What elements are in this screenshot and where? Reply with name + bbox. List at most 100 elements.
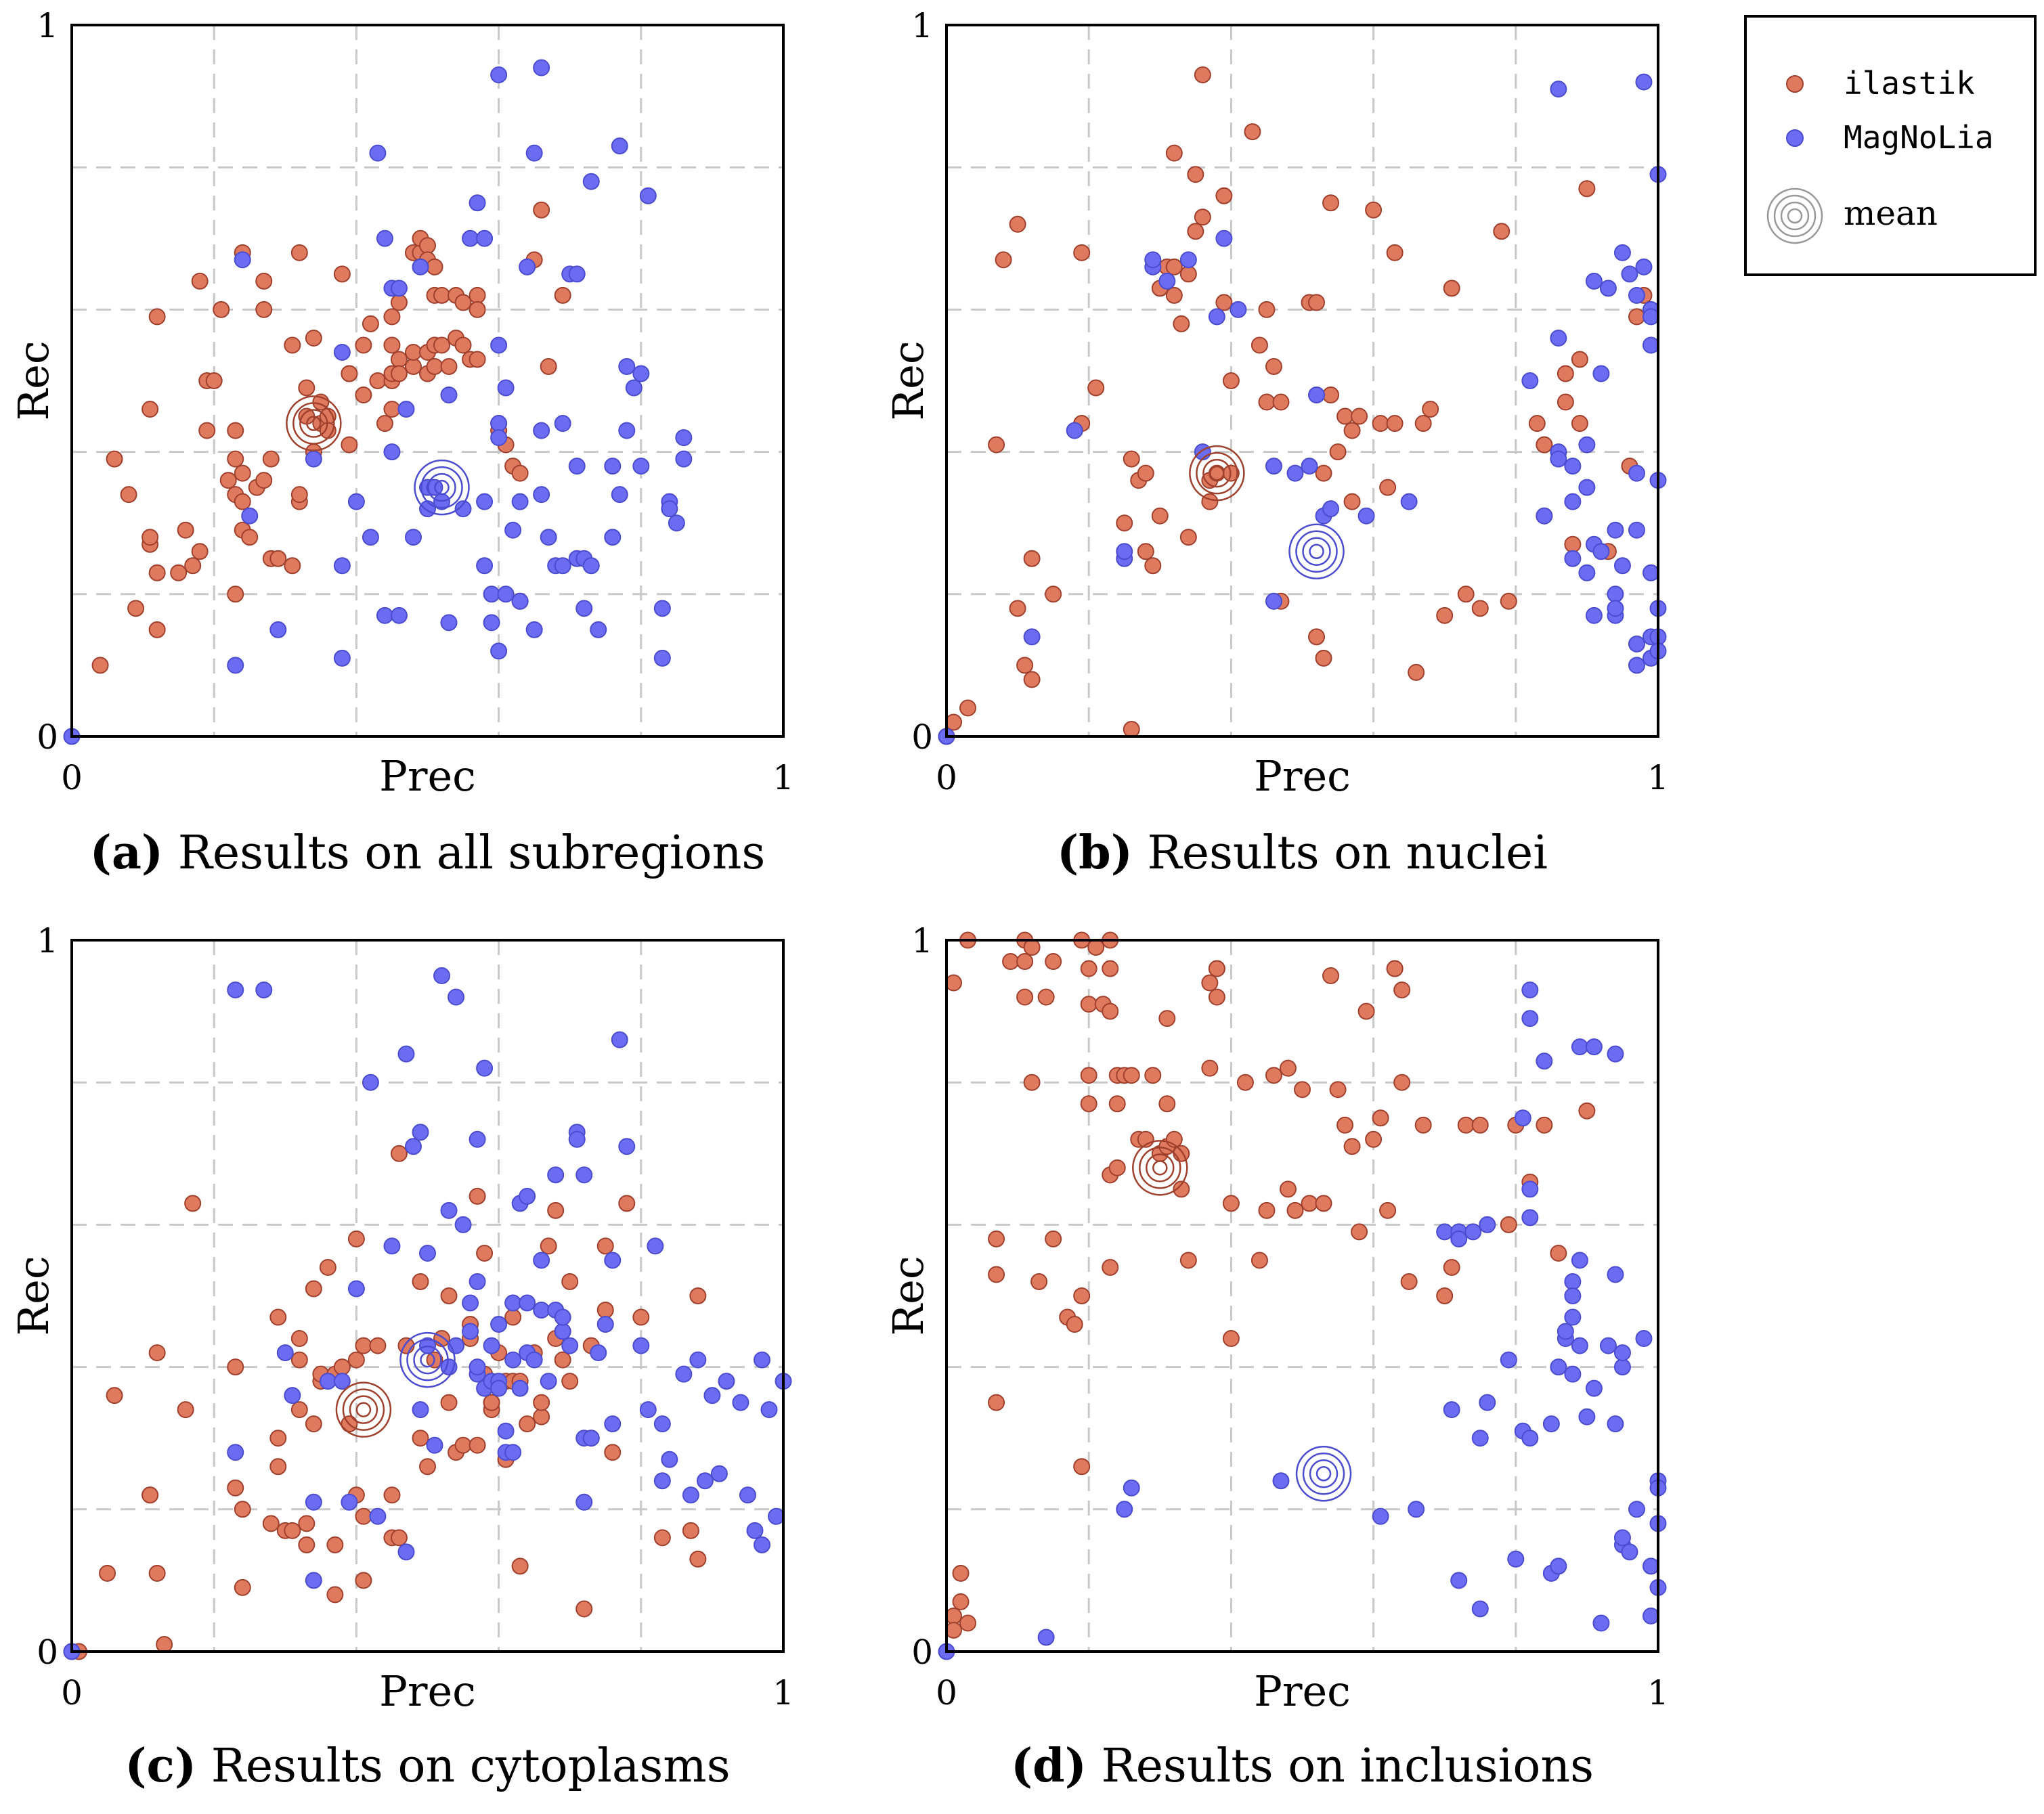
data-point (227, 1444, 244, 1461)
data-point (483, 614, 500, 632)
data-point (1308, 294, 1326, 311)
caption-letter: (a) (90, 826, 163, 880)
data-point (988, 1394, 1005, 1411)
data-point (454, 500, 472, 518)
data-point (290, 486, 308, 504)
data-point (404, 1138, 422, 1155)
data-point (504, 1444, 522, 1461)
data-point (1357, 1002, 1375, 1020)
data-point (639, 1401, 657, 1419)
mean-marker-ilastik (1132, 1140, 1188, 1196)
mean-ring (1780, 201, 1810, 231)
data-point (1016, 657, 1034, 674)
data-point (590, 1344, 607, 1362)
data-point (148, 1564, 166, 1582)
data-point (1158, 1095, 1176, 1113)
data-point (647, 1237, 664, 1255)
data-point (1301, 458, 1318, 475)
data-point (519, 1415, 536, 1433)
data-point (1336, 407, 1354, 425)
data-point (604, 458, 622, 475)
data-point (305, 450, 322, 468)
data-point (1365, 1130, 1383, 1148)
data-point (269, 621, 287, 638)
data-point (1386, 415, 1404, 433)
data-point (1023, 671, 1041, 688)
data-point (448, 988, 465, 1006)
data-point (575, 1600, 593, 1618)
plot-frame (945, 939, 1659, 1653)
data-point (227, 1479, 244, 1497)
legend-marker-mean-icon (1766, 187, 1823, 244)
x-tick-label: 1 (773, 758, 794, 797)
mean-ring (286, 395, 342, 451)
data-point (675, 450, 693, 468)
data-point (1087, 939, 1105, 956)
data-point (191, 272, 209, 290)
data-point (746, 1522, 764, 1539)
data-point (1564, 550, 1582, 567)
mean-ring (420, 466, 463, 509)
x-axis-label: Prec (1254, 1666, 1351, 1716)
data-point (476, 493, 494, 510)
data-point (1265, 1067, 1282, 1084)
mean-marker-ilastik (1189, 445, 1245, 502)
data-point (1457, 585, 1475, 603)
data-point (753, 1536, 770, 1553)
data-point (1536, 436, 1553, 454)
data-point (483, 585, 500, 603)
data-point (142, 401, 159, 418)
data-point (696, 1472, 714, 1490)
mean-ring (427, 472, 456, 502)
data-point (1585, 1038, 1603, 1056)
data-point (1279, 1180, 1297, 1198)
data-point (1536, 1116, 1553, 1134)
legend-marker-ilastik (1786, 75, 1804, 93)
data-point (1123, 1067, 1140, 1084)
data-point (1116, 1501, 1133, 1518)
data-point (483, 1337, 500, 1354)
data-point (469, 351, 486, 368)
x-tick-label: 1 (773, 1673, 794, 1712)
data-point (682, 1486, 699, 1504)
data-point (454, 336, 472, 354)
mean-ring (1196, 451, 1238, 495)
panel-caption: (c) Results on cytoplasms (125, 1739, 730, 1793)
data-point (298, 1536, 316, 1553)
data-point (1450, 1572, 1468, 1589)
data-point (1158, 1010, 1176, 1027)
panel-caption: (b) Results on nuclei (1057, 826, 1548, 880)
data-point (1144, 1067, 1162, 1084)
caption-text: Results on nuclei (1133, 826, 1548, 880)
caption-text: Results on cytoplasms (196, 1740, 731, 1793)
data-point (1165, 286, 1183, 304)
data-point (462, 1294, 479, 1312)
data-point (653, 649, 671, 667)
mean-marker-ilastik (335, 1381, 392, 1438)
data-point (305, 1415, 322, 1433)
data-point (234, 1501, 251, 1518)
data-point (1173, 315, 1190, 332)
data-point (1294, 1081, 1311, 1099)
data-point (1400, 493, 1418, 510)
data-point (1308, 628, 1326, 646)
y-axis-label: Rec (884, 1256, 933, 1335)
data-point (1443, 1401, 1460, 1419)
data-point (1635, 73, 1653, 91)
data-point (1521, 981, 1539, 999)
data-point (1208, 988, 1225, 1006)
data-point (959, 699, 977, 717)
data-point (525, 1351, 543, 1369)
data-point (412, 1124, 429, 1141)
data-point (1215, 229, 1233, 247)
data-point (1521, 372, 1539, 389)
data-point (426, 357, 443, 375)
data-point (142, 1486, 159, 1504)
mean-ring (1766, 187, 1823, 244)
data-point (1179, 1252, 1197, 1269)
data-point (533, 201, 550, 219)
data-point (511, 592, 529, 610)
data-point (1628, 521, 1645, 539)
data-point (604, 1415, 622, 1433)
data-point (284, 336, 301, 354)
